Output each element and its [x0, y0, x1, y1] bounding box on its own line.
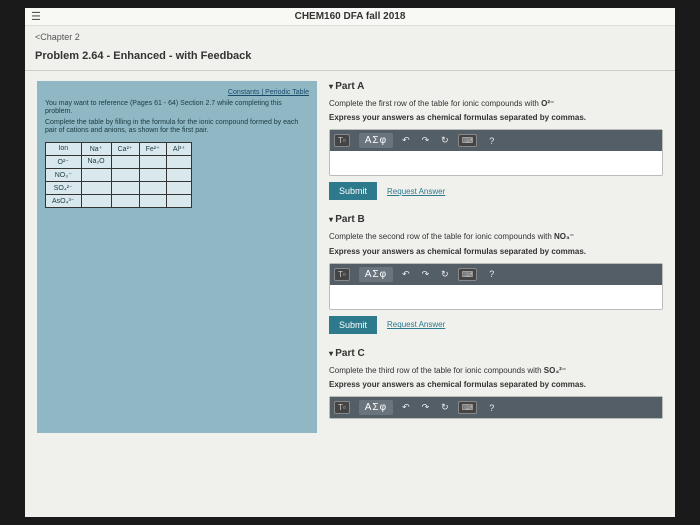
- th-fe: Fe²⁺: [139, 142, 166, 155]
- undo-icon[interactable]: ↶: [399, 134, 413, 147]
- part-b: Part B Complete the second row of the ta…: [329, 214, 663, 333]
- toolbar-a: T▫ ΑΣφ ↶ ↷ ↻ ⌨ ?: [330, 130, 662, 151]
- sigma-button[interactable]: ΑΣφ: [359, 133, 393, 148]
- keyboard-icon[interactable]: ⌨: [458, 401, 478, 414]
- parts-panel: Part A Complete the first row of the tab…: [329, 81, 663, 433]
- breadcrumb[interactable]: <Chapter 2: [25, 26, 675, 48]
- submit-button-b[interactable]: Submit: [329, 316, 377, 334]
- r2: NO₃⁻: [46, 168, 82, 181]
- part-b-instr2: Express your answers as chemical formula…: [329, 246, 663, 257]
- part-a-header[interactable]: Part A: [329, 81, 663, 92]
- submit-button-a[interactable]: Submit: [329, 182, 377, 200]
- part-c: Part C Complete the third row of the tab…: [329, 348, 663, 419]
- part-b-header[interactable]: Part B: [329, 214, 663, 225]
- templates-icon[interactable]: T▫: [334, 401, 350, 414]
- part-b-instr1: Complete the second row of the table for…: [329, 231, 663, 242]
- reset-icon[interactable]: ↻: [438, 401, 452, 414]
- part-a-instr1: Complete the first row of the table for …: [329, 98, 663, 109]
- reference-links[interactable]: Constants | Periodic Table: [45, 89, 309, 96]
- th-na: Na⁺: [81, 142, 111, 155]
- request-answer-a[interactable]: Request Answer: [387, 187, 445, 196]
- help-icon[interactable]: ?: [486, 268, 497, 280]
- keyboard-icon[interactable]: ⌨: [458, 268, 478, 281]
- answer-box-c: T▫ ΑΣφ ↶ ↷ ↻ ⌨ ?: [329, 396, 663, 419]
- header-bar: ☰ CHEM160 DFA fall 2018: [25, 8, 675, 26]
- th-al: Al³⁺: [166, 142, 191, 155]
- request-answer-b[interactable]: Request Answer: [387, 320, 445, 329]
- r3: SO₄²⁻: [46, 181, 82, 194]
- part-c-instr2: Express your answers as chemical formula…: [329, 379, 663, 390]
- redo-icon[interactable]: ↷: [419, 134, 433, 147]
- redo-icon[interactable]: ↷: [419, 268, 433, 281]
- toolbar-c: T▫ ΑΣφ ↶ ↷ ↻ ⌨ ?: [330, 397, 662, 418]
- reset-icon[interactable]: ↻: [438, 268, 452, 281]
- part-a-instr2: Express your answers as chemical formula…: [329, 112, 663, 123]
- answer-input-b[interactable]: [330, 285, 662, 309]
- keyboard-icon[interactable]: ⌨: [458, 134, 478, 147]
- r1v: Na₂O: [81, 155, 111, 168]
- undo-icon[interactable]: ↶: [399, 401, 413, 414]
- ion-table: Ion Na⁺ Ca²⁺ Fe²⁺ Al³⁺ O²⁻Na₂O NO₃⁻ SO₄²…: [45, 142, 192, 208]
- templates-icon[interactable]: T▫: [334, 268, 350, 281]
- reference-panel: Constants | Periodic Table You may want …: [37, 81, 317, 433]
- part-c-instr1: Complete the third row of the table for …: [329, 365, 663, 376]
- sigma-button[interactable]: ΑΣφ: [359, 400, 393, 415]
- answer-box-b: T▫ ΑΣφ ↶ ↷ ↻ ⌨ ?: [329, 263, 663, 310]
- ref-line-1: You may want to reference (Pages 61 - 64…: [45, 100, 309, 117]
- answer-box-a: T▫ ΑΣφ ↶ ↷ ↻ ⌨ ?: [329, 129, 663, 176]
- reset-icon[interactable]: ↻: [438, 134, 452, 147]
- part-c-header[interactable]: Part C: [329, 348, 663, 359]
- toolbar-b: T▫ ΑΣφ ↶ ↷ ↻ ⌨ ?: [330, 264, 662, 285]
- r1: O²⁻: [46, 155, 82, 168]
- answer-input-a[interactable]: [330, 151, 662, 175]
- part-a: Part A Complete the first row of the tab…: [329, 81, 663, 200]
- help-icon[interactable]: ?: [486, 402, 497, 414]
- ref-line-2: Complete the table by filling in the for…: [45, 119, 309, 136]
- sigma-button[interactable]: ΑΣφ: [359, 267, 393, 282]
- menu-icon[interactable]: ☰: [31, 10, 41, 23]
- templates-icon[interactable]: T▫: [334, 134, 350, 147]
- page-title: CHEM160 DFA fall 2018: [295, 11, 406, 22]
- undo-icon[interactable]: ↶: [399, 268, 413, 281]
- r4: AsO₄³⁻: [46, 194, 82, 207]
- problem-title: Problem 2.64 - Enhanced - with Feedback: [25, 48, 675, 71]
- th-ion: Ion: [46, 142, 82, 155]
- th-ca: Ca²⁺: [111, 142, 139, 155]
- redo-icon[interactable]: ↷: [419, 401, 433, 414]
- help-icon[interactable]: ?: [486, 135, 497, 147]
